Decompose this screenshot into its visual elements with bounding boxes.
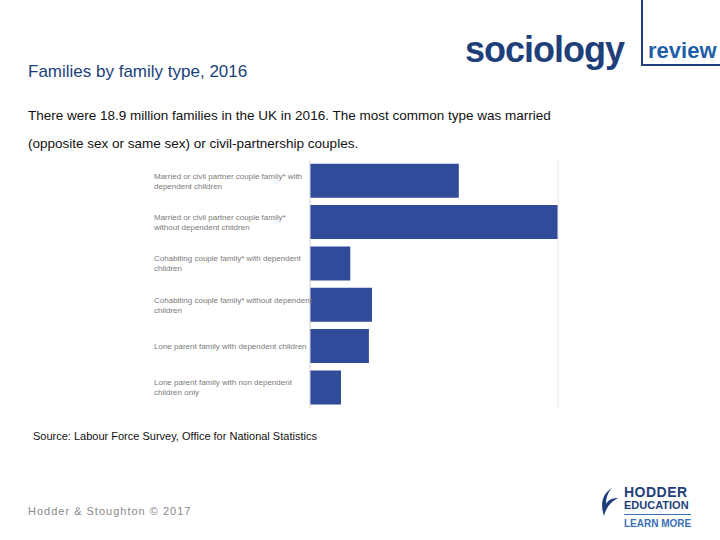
html-text:EDUCATION: EDUCATION <box>624 499 689 511</box>
svg-text:Cohabiting couple family* with: Cohabiting couple family* without depend… <box>154 296 313 315</box>
html-text:Families by family type, 2016: Families by family type, 2016 <box>28 62 248 81</box>
html-text:There were 18.9 million famili: There were 18.9 million families in the … <box>28 108 551 151</box>
html-text:review: review <box>648 38 717 63</box>
html-text:LEARN MORE: LEARN MORE <box>624 518 692 529</box>
html-text:Source: Labour Force Survey, O: Source: Labour Force Survey, Office for … <box>33 430 317 442</box>
svg-text:Married or civil partner coupl: Married or civil partner couple family*w… <box>153 213 286 232</box>
svg-text:Cohabiting couple family* with: Cohabiting couple family* with dependent… <box>154 254 302 273</box>
html-text:Hodder & Stoughton © 2017: Hodder & Stoughton © 2017 <box>28 505 192 517</box>
svg-text:Married or civil partner coupl: Married or civil partner couple family* … <box>154 172 302 191</box>
html-text:sociology: sociology <box>465 29 624 70</box>
svg-text:Lone parent family with non de: Lone parent family with non dependentchi… <box>154 378 293 397</box>
html-text:HODDER: HODDER <box>624 484 688 500</box>
svg-text:Lone parent family with depend: Lone parent family with dependent childr… <box>154 342 307 351</box>
